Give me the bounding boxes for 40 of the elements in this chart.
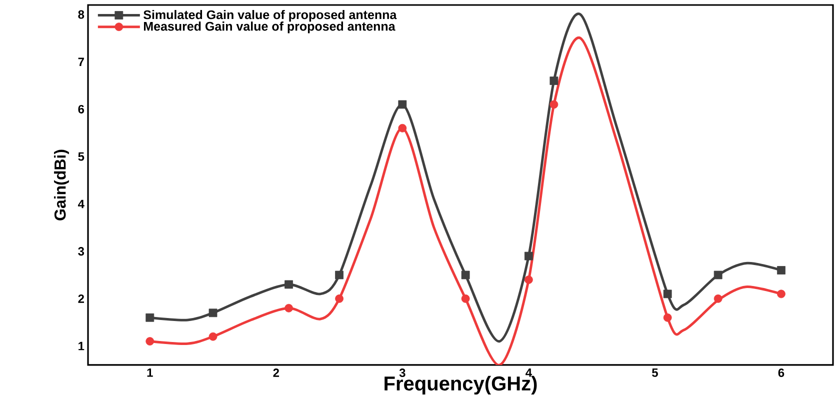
point — [777, 266, 786, 274]
point — [461, 270, 470, 280]
y-tick-label: 2 — [78, 294, 84, 303]
point — [335, 294, 344, 303]
x-tick-label: 3 — [399, 368, 406, 378]
y-axis-title: Gain(dBi) — [54, 150, 69, 220]
x-tick-label: 4 — [526, 368, 532, 377]
point — [663, 290, 672, 298]
point — [398, 100, 407, 109]
point — [524, 276, 533, 284]
point — [284, 280, 293, 289]
point — [398, 124, 407, 132]
y-tick-label: 6 — [78, 104, 84, 114]
point — [146, 313, 154, 322]
x-tick-label: 5 — [652, 368, 658, 377]
point — [550, 100, 558, 109]
point — [208, 332, 218, 341]
point — [461, 294, 470, 303]
point — [550, 76, 558, 85]
y-tick-label: 3 — [78, 247, 84, 256]
x-tick-label: 2 — [273, 368, 280, 377]
x-axis-title: Frequency(GHz) — [384, 376, 537, 395]
x-tick-label: 1 — [147, 368, 153, 377]
legend-label: Simulated Gain value of proposed antenna — [144, 10, 397, 22]
point — [663, 313, 672, 322]
point — [524, 252, 533, 260]
point — [714, 270, 722, 280]
point — [714, 294, 722, 303]
legend-label: Measured Gain value of proposed antenna — [144, 22, 396, 34]
point — [208, 308, 218, 318]
point — [777, 290, 786, 298]
y-tick-label: 4 — [78, 200, 84, 208]
y-tick-label: 7 — [78, 58, 84, 66]
y-tick-label: 5 — [78, 152, 84, 161]
point — [146, 337, 154, 346]
y-tick-label: 8 — [78, 10, 84, 19]
x-tick-label: 6 — [778, 368, 784, 378]
point — [335, 270, 344, 280]
point — [284, 304, 293, 312]
y-tick-label: 1 — [78, 342, 84, 350]
